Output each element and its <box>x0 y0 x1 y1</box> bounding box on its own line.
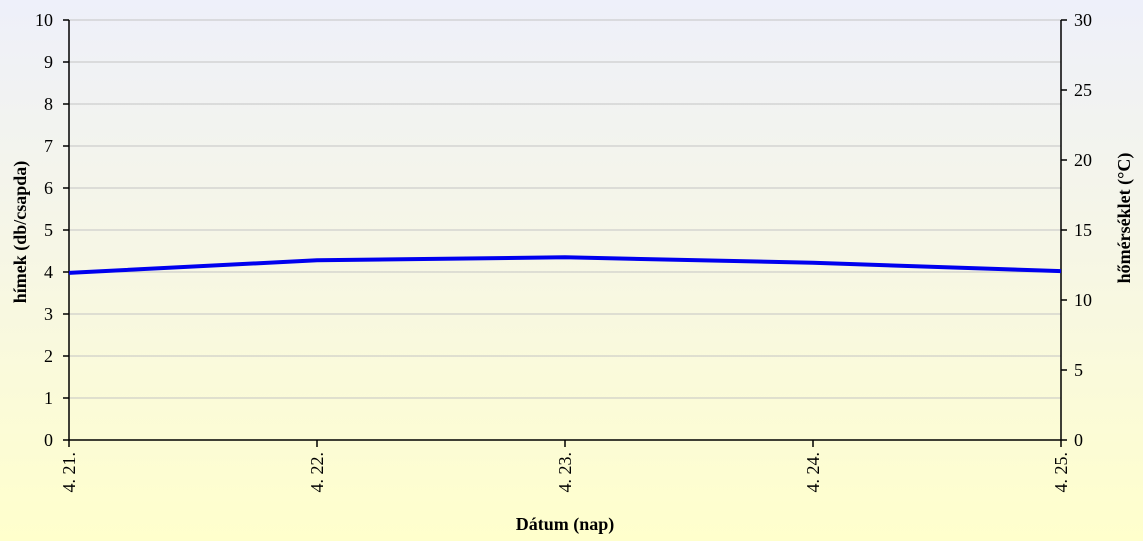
right-tick-label-3: 15 <box>1074 220 1092 240</box>
right-tick-label-6: 30 <box>1074 10 1092 30</box>
left-tick-label-0: 0 <box>44 430 53 450</box>
x-tick-label-1: 4. 22. <box>307 452 327 493</box>
left-tick-label-8: 8 <box>44 94 53 114</box>
x-tick-label-0: 4. 21. <box>59 452 79 493</box>
left-tick-label-1: 1 <box>44 388 53 408</box>
left-tick-label-4: 4 <box>44 262 53 282</box>
left-tick-label-5: 5 <box>44 220 53 240</box>
x-tick-label-4: 4. 25. <box>1051 452 1071 493</box>
gridlines <box>69 19 1061 399</box>
x-tick-label-3: 4. 24. <box>803 452 823 493</box>
left-axis-title: hímek (db/csapda) <box>10 161 31 304</box>
x-axis-title: Dátum (nap) <box>516 514 615 535</box>
right-axis-title: hőmérséklet (°C) <box>1114 153 1135 284</box>
left-axis-ticks: 0 1 2 3 4 5 6 7 8 9 10 <box>35 10 69 450</box>
right-tick-label-5: 25 <box>1074 80 1092 100</box>
left-tick-label-3: 3 <box>44 304 53 324</box>
right-tick-label-2: 10 <box>1074 290 1092 310</box>
series-group <box>68 255 1062 275</box>
series-line-0 <box>68 255 1062 275</box>
left-tick-label-7: 7 <box>44 136 53 156</box>
right-tick-label-4: 20 <box>1074 150 1092 170</box>
left-tick-label-6: 6 <box>44 178 53 198</box>
left-tick-label-9: 9 <box>44 52 53 72</box>
x-tick-label-2: 4. 23. <box>555 452 575 493</box>
right-tick-label-0: 0 <box>1074 430 1083 450</box>
right-axis-ticks: 0 5 10 15 20 25 30 <box>1061 10 1092 450</box>
right-tick-label-1: 5 <box>1074 360 1083 380</box>
x-axis-ticks: 4. 21. 4. 22. 4. 23. 4. 24. 4. 25. <box>59 440 1071 493</box>
left-tick-label-2: 2 <box>44 346 53 366</box>
left-tick-label-10: 10 <box>35 10 53 30</box>
